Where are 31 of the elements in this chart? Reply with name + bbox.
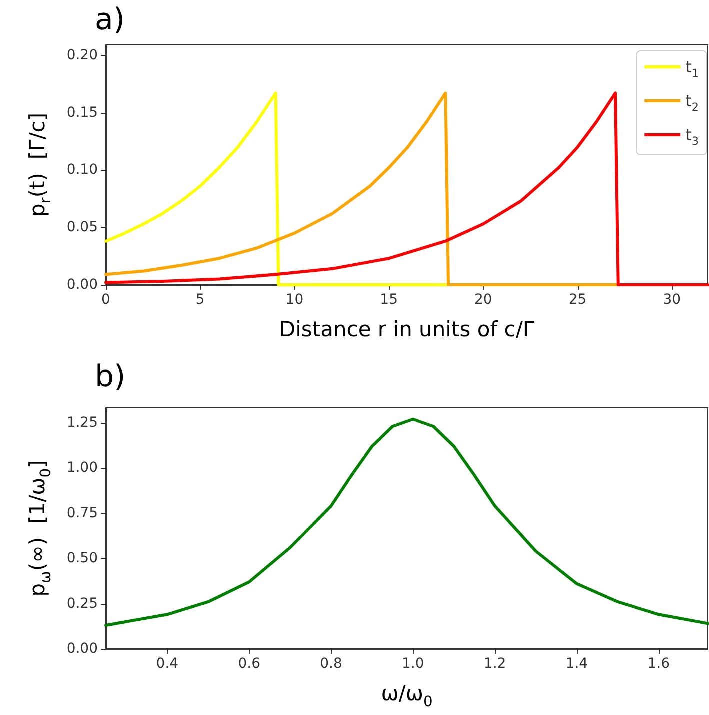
x-tick-label: 1.6 [648,656,670,672]
x-axis-title: Distance r in units of c/Γ [279,318,535,342]
x-tick-label: 0.8 [320,656,342,672]
y-tick-label: 1.00 [66,460,98,476]
y-tick-label: 0.10 [66,162,98,178]
x-tick-label: 0 [102,292,110,308]
x-tick-label: 25 [568,292,587,308]
y-tick-label: 1.25 [66,415,98,432]
y-axis-title: pr(t) [Γ/c] [26,112,54,218]
y-tick-label: 0.00 [66,641,98,657]
x-tick-label: 1.4 [566,656,588,672]
line-series [104,418,709,627]
x-tick-label: 0.6 [238,656,261,672]
chart-title: a) [95,2,126,38]
x-tick-label: 30 [663,292,682,308]
y-tick-label: 0.20 [66,47,98,64]
y-tick-label: 0.50 [66,550,98,567]
y-tick-label: 0.75 [66,505,98,522]
x-tick-label: 20 [474,292,492,308]
y-tick-label: 0.05 [66,220,98,236]
x-tick-label: 15 [380,292,398,308]
x-tick-label: 5 [196,292,205,308]
x-tick-label: 1.2 [484,656,506,672]
y-tick-label: 0.25 [66,596,98,612]
x-tick-label: 10 [286,292,304,308]
y-tick-label: 0.00 [66,277,98,293]
x-tick-label: 1.0 [402,656,424,672]
y-axis-title: pω(∞) [1/ω0] [26,460,54,597]
chart-title: b) [95,360,126,394]
y-tick-label: 0.15 [66,104,98,121]
x-tick-label: 0.4 [156,656,179,672]
